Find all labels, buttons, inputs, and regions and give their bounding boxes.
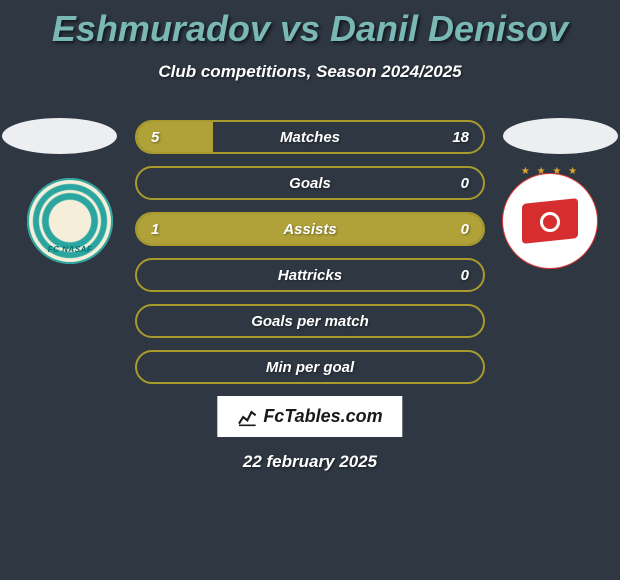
page-subtitle: Club competitions, Season 2024/2025	[0, 62, 620, 82]
stat-right-value	[455, 306, 483, 336]
stat-label: Matches	[280, 129, 340, 146]
club-right-badge: ★ ★ ★ ★	[500, 178, 600, 264]
nasaf-logo-icon	[27, 178, 113, 264]
stat-row: Goals per match	[135, 304, 485, 338]
stars-icon: ★ ★ ★ ★	[500, 166, 600, 177]
stat-label: Min per goal	[266, 359, 354, 376]
stat-label: Goals	[289, 175, 331, 192]
stat-right-value: 0	[447, 214, 483, 244]
stat-label: Goals per match	[251, 313, 369, 330]
date-label: 22 february 2025	[0, 452, 620, 472]
stat-left-value	[137, 260, 165, 290]
stat-right-value	[455, 352, 483, 382]
stat-right-value: 0	[447, 260, 483, 290]
stat-left-value	[137, 168, 165, 198]
stat-left-value	[137, 306, 165, 336]
stat-row: 5 Matches 18	[135, 120, 485, 154]
club-left-badge	[20, 178, 120, 264]
stat-row: 1 Assists 0	[135, 212, 485, 246]
stat-right-value: 0	[447, 168, 483, 198]
stat-row: Goals 0	[135, 166, 485, 200]
page-title: Eshmuradov vs Danil Denisov	[0, 0, 620, 50]
stat-left-value	[137, 352, 165, 382]
watermark-text: FcTables.com	[263, 406, 382, 427]
stat-row: Min per goal	[135, 350, 485, 384]
chart-icon	[237, 407, 257, 427]
spartak-logo-icon	[507, 178, 593, 264]
stat-right-value: 18	[438, 122, 483, 152]
stat-left-value: 1	[137, 214, 173, 244]
watermark[interactable]: FcTables.com	[217, 396, 402, 437]
stat-left-value: 5	[137, 122, 173, 152]
stat-row: Hattricks 0	[135, 258, 485, 292]
player-left-avatar	[2, 118, 117, 154]
stat-label: Hattricks	[278, 267, 342, 284]
player-right-avatar	[503, 118, 618, 154]
stat-label: Assists	[283, 221, 336, 238]
stats-panel: 5Matches18Goals01Assists0Hattricks0Goals…	[135, 120, 485, 396]
